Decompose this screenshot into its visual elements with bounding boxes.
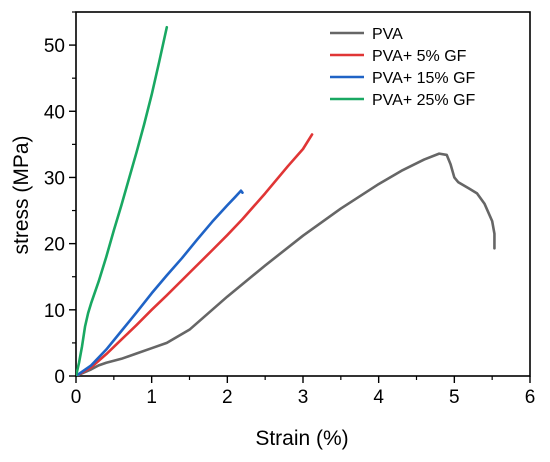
x-tick-label: 4 xyxy=(373,387,384,408)
y-axis-title: stress (MPa) xyxy=(10,135,33,254)
y-tick-label: 0 xyxy=(54,367,65,388)
y-tick-label: 20 xyxy=(44,235,65,256)
legend-label-pva-5-gf: PVA+ 5% GF xyxy=(372,48,467,65)
legend-label-pva-15-gf: PVA+ 15% GF xyxy=(372,70,476,87)
series-line-pva-25-gf xyxy=(76,25,169,376)
x-tick-label: 6 xyxy=(525,387,536,408)
series-line-pva-5-gf xyxy=(76,133,314,376)
y-tick-label: 30 xyxy=(44,168,65,189)
x-axis-title: Strain (%) xyxy=(255,427,348,450)
x-tick-label: 3 xyxy=(298,387,309,408)
series-line-pva-15-gf xyxy=(76,189,244,376)
x-tick-label: 1 xyxy=(146,387,157,408)
axis-layer: 0 1 2 3 4 5 6 0 10 20 30 40 50 xyxy=(44,11,536,408)
legend-label-pva-25-gf: PVA+ 25% GF xyxy=(372,92,476,109)
legend-label-pva: PVA xyxy=(372,26,403,43)
legend: PVA PVA+ 5% GF PVA+ 15% GF PVA+ 25% GF xyxy=(330,26,476,109)
y-tick-label: 40 xyxy=(44,102,65,123)
series-layer xyxy=(76,25,496,376)
series-line-pva xyxy=(76,152,496,376)
plot-frame xyxy=(75,11,531,377)
y-tick-label: 10 xyxy=(44,301,65,322)
x-tick-label: 2 xyxy=(222,387,233,408)
x-tick-label: 5 xyxy=(449,387,460,408)
plot-border xyxy=(75,11,531,377)
x-tick-label: 0 xyxy=(71,387,82,408)
y-tick-label: 50 xyxy=(44,36,65,57)
